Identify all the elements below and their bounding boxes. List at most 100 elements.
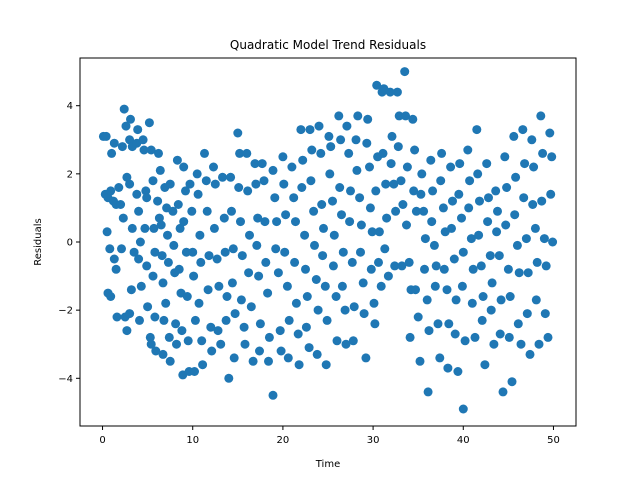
data-point [271, 244, 281, 254]
data-point [467, 298, 477, 308]
data-point [346, 186, 355, 196]
data-point [341, 339, 351, 349]
data-point [465, 176, 475, 186]
data-point [190, 367, 199, 376]
data-point [268, 390, 278, 400]
data-point [165, 356, 175, 366]
data-point [446, 162, 456, 172]
data-point [173, 200, 183, 209]
y-tick-label: 0 [67, 238, 73, 249]
data-point [245, 230, 254, 240]
data-point [483, 217, 493, 227]
y-axis-title: Residuals [33, 218, 44, 265]
data-point [252, 240, 262, 250]
data-point [261, 257, 271, 267]
y-tick-label: −4 [58, 374, 73, 385]
data-point [259, 176, 269, 186]
data-point [429, 240, 439, 250]
data-point [150, 247, 160, 257]
data-point [504, 332, 514, 342]
data-point [512, 240, 522, 250]
data-point [125, 135, 135, 145]
data-point [263, 288, 273, 298]
data-point [405, 332, 415, 342]
data-point [382, 213, 392, 223]
data-point [372, 80, 382, 90]
data-point [359, 309, 369, 319]
data-point [278, 152, 288, 162]
data-point [519, 193, 529, 203]
data-point [291, 298, 301, 308]
data-point [129, 247, 139, 257]
data-point [114, 183, 124, 192]
data-point [164, 332, 174, 342]
data-point [268, 165, 278, 175]
data-point [228, 244, 238, 254]
data-point [477, 315, 487, 325]
data-point [201, 176, 211, 186]
data-point [424, 326, 434, 336]
data-point [194, 298, 204, 308]
data-point [439, 264, 449, 274]
data-point [394, 111, 404, 121]
data-point [386, 159, 396, 169]
data-point [260, 217, 270, 227]
data-point [105, 244, 115, 254]
data-point [408, 114, 418, 124]
data-point [134, 254, 144, 264]
x-axis-title: Time [315, 459, 340, 470]
data-point [309, 206, 319, 216]
data-point [174, 264, 184, 274]
data-point [473, 169, 483, 179]
data-point [138, 135, 148, 145]
data-point [109, 138, 119, 148]
data-point [430, 281, 440, 291]
data-point [141, 186, 151, 196]
data-point [209, 223, 219, 233]
data-point [505, 292, 515, 301]
data-point [404, 257, 414, 267]
data-point [501, 220, 511, 230]
data-point [356, 247, 365, 257]
data-point [172, 155, 182, 165]
data-point [511, 172, 521, 182]
data-point [156, 220, 166, 230]
data-point [322, 315, 332, 325]
data-point [514, 268, 524, 278]
data-point [547, 152, 557, 162]
data-point [369, 298, 379, 308]
data-point [518, 125, 528, 135]
data-point [486, 305, 496, 315]
data-point [291, 217, 300, 227]
data-point [447, 223, 456, 233]
data-point [168, 206, 178, 216]
data-point [264, 332, 274, 342]
data-point [311, 275, 321, 284]
data-point [289, 193, 299, 203]
data-point [111, 264, 121, 274]
data-point [304, 343, 314, 353]
data-point [387, 131, 397, 141]
data-point [320, 281, 330, 291]
data-point [224, 373, 234, 383]
data-point [491, 186, 501, 196]
data-point [145, 332, 155, 342]
data-point [190, 315, 200, 325]
data-point [187, 206, 197, 216]
data-point [298, 155, 308, 165]
data-point [254, 271, 264, 281]
data-point [255, 319, 265, 329]
data-point [213, 326, 223, 336]
data-point [482, 159, 492, 169]
data-point [294, 360, 304, 370]
data-point [234, 183, 244, 192]
data-point [209, 162, 218, 172]
data-point [183, 336, 193, 346]
data-point [334, 111, 344, 121]
data-point [474, 230, 484, 240]
data-point [171, 319, 181, 329]
data-point [326, 142, 336, 152]
data-point [165, 179, 175, 189]
data-point [381, 179, 391, 189]
y-tick-label: −2 [58, 306, 73, 317]
